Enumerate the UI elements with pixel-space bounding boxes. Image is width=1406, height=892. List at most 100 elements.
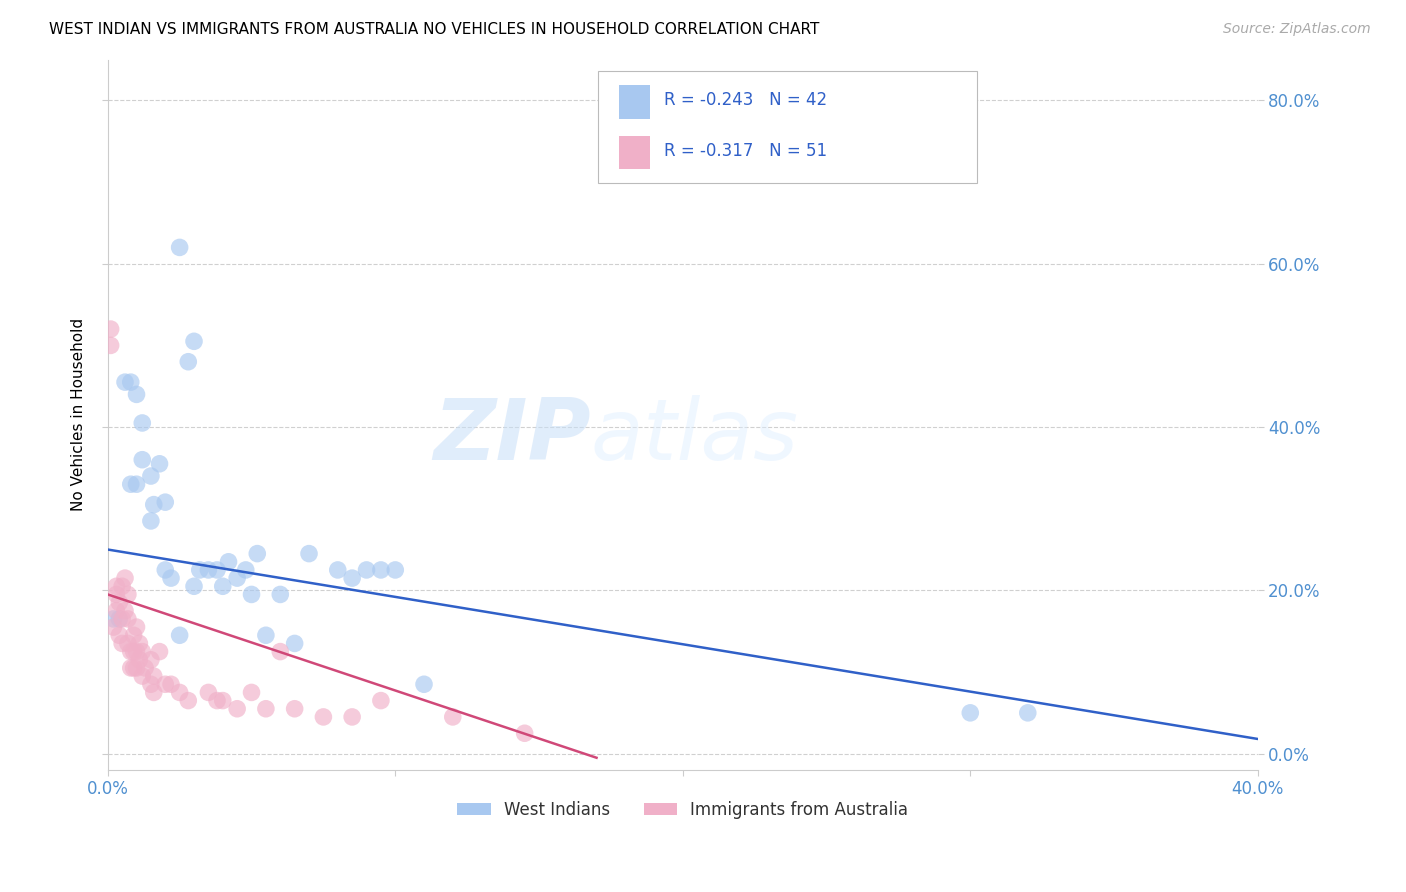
- Point: [155, 563, 177, 577]
- Point: [205, 693, 228, 707]
- Point: [211, 693, 233, 707]
- Point: [105, 579, 128, 593]
- Text: WEST INDIAN VS IMMIGRANTS FROM AUSTRALIA NO VEHICLES IN HOUSEHOLD CORRELATION CH: WEST INDIAN VS IMMIGRANTS FROM AUSTRALIA…: [49, 22, 820, 37]
- Point: [284, 702, 307, 716]
- Point: [117, 587, 139, 601]
- Point: [169, 240, 191, 254]
- Point: [142, 669, 165, 683]
- Point: [169, 628, 191, 642]
- Point: [326, 563, 349, 577]
- Point: [131, 644, 153, 658]
- Point: [111, 579, 134, 593]
- Text: R = -0.243   N = 42: R = -0.243 N = 42: [664, 91, 827, 109]
- Point: [298, 547, 321, 561]
- Point: [240, 685, 263, 699]
- Point: [959, 706, 981, 720]
- Text: ZIP: ZIP: [433, 394, 591, 477]
- Point: [370, 693, 392, 707]
- Point: [125, 644, 148, 658]
- Point: [108, 596, 131, 610]
- Point: [160, 677, 183, 691]
- Point: [370, 563, 392, 577]
- Point: [205, 563, 228, 577]
- Point: [125, 620, 148, 634]
- Point: [284, 636, 307, 650]
- Point: [120, 644, 142, 658]
- Point: [122, 644, 145, 658]
- Point: [103, 620, 125, 634]
- Point: [103, 612, 125, 626]
- Point: [148, 644, 170, 658]
- Point: [269, 587, 291, 601]
- Point: [117, 612, 139, 626]
- Point: [142, 498, 165, 512]
- Text: R = -0.317   N = 51: R = -0.317 N = 51: [664, 142, 827, 160]
- Point: [114, 604, 136, 618]
- Point: [111, 612, 134, 626]
- Point: [177, 693, 200, 707]
- Point: [100, 338, 122, 352]
- Point: [160, 571, 183, 585]
- Point: [197, 563, 219, 577]
- Y-axis label: No Vehicles in Household: No Vehicles in Household: [72, 318, 86, 511]
- Point: [269, 644, 291, 658]
- Point: [125, 387, 148, 401]
- Point: [513, 726, 536, 740]
- Point: [120, 375, 142, 389]
- Point: [254, 628, 277, 642]
- Point: [131, 452, 153, 467]
- Point: [155, 495, 177, 509]
- Point: [128, 636, 150, 650]
- Point: [125, 661, 148, 675]
- Point: [235, 563, 257, 577]
- Point: [122, 628, 145, 642]
- Point: [108, 612, 131, 626]
- Point: [218, 555, 240, 569]
- Point: [114, 571, 136, 585]
- Point: [114, 375, 136, 389]
- Point: [139, 653, 162, 667]
- Point: [117, 636, 139, 650]
- Point: [120, 661, 142, 675]
- Point: [155, 677, 177, 691]
- Point: [105, 587, 128, 601]
- Point: [312, 710, 335, 724]
- Point: [177, 355, 200, 369]
- Point: [134, 661, 156, 675]
- Point: [413, 677, 436, 691]
- Point: [197, 685, 219, 699]
- Point: [356, 563, 378, 577]
- Point: [148, 457, 170, 471]
- Point: [226, 702, 249, 716]
- Point: [226, 571, 249, 585]
- Point: [120, 477, 142, 491]
- Point: [139, 469, 162, 483]
- Text: Source: ZipAtlas.com: Source: ZipAtlas.com: [1223, 22, 1371, 37]
- Point: [100, 322, 122, 336]
- Point: [246, 547, 269, 561]
- Point: [128, 653, 150, 667]
- Point: [142, 685, 165, 699]
- Point: [211, 579, 233, 593]
- Point: [254, 702, 277, 716]
- Point: [441, 710, 464, 724]
- Text: atlas: atlas: [591, 394, 799, 477]
- Point: [139, 514, 162, 528]
- Point: [240, 587, 263, 601]
- Point: [188, 563, 211, 577]
- Point: [340, 571, 363, 585]
- Point: [183, 334, 205, 349]
- Point: [169, 685, 191, 699]
- Point: [340, 710, 363, 724]
- Point: [122, 661, 145, 675]
- Point: [125, 477, 148, 491]
- Point: [131, 416, 153, 430]
- Point: [111, 636, 134, 650]
- Point: [108, 628, 131, 642]
- Point: [105, 604, 128, 618]
- Point: [1017, 706, 1039, 720]
- Legend: West Indians, Immigrants from Australia: West Indians, Immigrants from Australia: [451, 794, 915, 826]
- Point: [139, 677, 162, 691]
- Point: [131, 669, 153, 683]
- Point: [384, 563, 406, 577]
